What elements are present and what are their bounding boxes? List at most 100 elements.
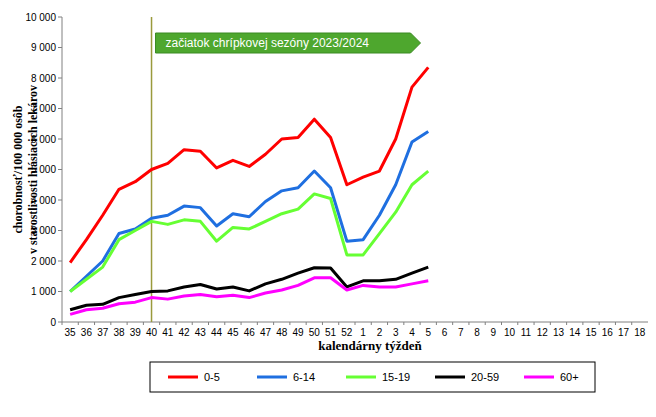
x-tick (485, 322, 486, 325)
x-tick (110, 322, 111, 325)
series-line (70, 171, 428, 291)
y-label-line: v starostlivosti hlásiacich lekárov (26, 85, 40, 254)
x-tick (468, 322, 469, 325)
x-tick (582, 322, 583, 325)
y-tick (58, 139, 62, 140)
x-tick (550, 322, 551, 325)
x-tick (501, 322, 502, 325)
x-tick (338, 322, 339, 325)
x-tick-label: 51 (325, 327, 337, 338)
legend-label: 6-14 (293, 371, 315, 383)
y-tick (58, 17, 62, 18)
legend-swatch (257, 376, 287, 379)
x-tick-label: 16 (602, 327, 614, 338)
x-tick-label: 17 (618, 327, 630, 338)
x-tick-label: 46 (244, 327, 256, 338)
x-tick-label: 42 (179, 327, 191, 338)
series-line (70, 131, 428, 291)
legend-label: 60+ (560, 371, 579, 383)
x-tick (127, 322, 128, 325)
x-tick (257, 322, 258, 325)
x-tick (371, 322, 372, 325)
x-tick (159, 322, 160, 325)
x-tick-label: 12 (537, 327, 549, 338)
x-tick (241, 322, 242, 325)
x-tick (94, 322, 95, 325)
x-tick (534, 322, 535, 325)
x-tick (355, 322, 356, 325)
x-tick (143, 322, 144, 325)
x-tick (387, 322, 388, 325)
x-tick-label: 44 (211, 327, 223, 338)
y-tick (58, 322, 62, 323)
x-tick (452, 322, 453, 325)
x-tick-label: 5 (425, 327, 431, 338)
x-tick-label: 7 (458, 327, 464, 338)
x-tick-label: 11 (521, 327, 532, 338)
x-tick-label: 6 (442, 327, 448, 338)
x-tick-label: 50 (309, 327, 321, 338)
y-tick (58, 200, 62, 201)
y-tick-label: 0 (50, 317, 56, 328)
x-tick (420, 322, 421, 325)
y-label-line: chorobnosť/100 000 osôb (11, 105, 25, 233)
x-tick (306, 322, 307, 325)
y-tick (58, 47, 62, 48)
x-tick (599, 322, 600, 325)
x-tick-label: 9 (491, 327, 497, 338)
y-tick (58, 261, 62, 262)
x-tick-label: 41 (162, 327, 174, 338)
y-tick-label: 9 000 (31, 42, 56, 53)
legend-label: 20-59 (471, 371, 499, 383)
legend-swatch (346, 376, 376, 379)
legend-swatch (168, 376, 198, 379)
y-tick-label: 8 000 (31, 73, 56, 84)
x-tick-label: 15 (585, 327, 597, 338)
x-tick (224, 322, 225, 325)
chart: 01 0002 0003 0004 0005 0006 0007 0008 00… (0, 0, 656, 417)
x-tick-label: 47 (260, 327, 272, 338)
legend-label: 0-5 (204, 371, 220, 383)
y-tick (58, 78, 62, 79)
x-tick-label: 10 (504, 327, 516, 338)
x-tick (78, 322, 79, 325)
x-tick (62, 322, 63, 325)
x-tick-label: 14 (569, 327, 581, 338)
x-tick (322, 322, 323, 325)
x-tick-label: 45 (227, 327, 239, 338)
x-tick (517, 322, 518, 325)
x-tick (192, 322, 193, 325)
x-tick-label: 43 (195, 327, 207, 338)
x-tick (631, 322, 632, 325)
annotation-text: začiatok chrípkovej sezóny 2023/2024 (166, 36, 370, 50)
x-tick-label: 36 (81, 327, 93, 338)
x-tick-label: 4 (409, 327, 415, 338)
x-tick (403, 322, 404, 325)
x-tick-label: 37 (97, 327, 109, 338)
x-tick-label: 13 (553, 327, 565, 338)
y-tick-label: 2 000 (31, 256, 56, 267)
legend-swatch (435, 376, 465, 379)
y-axis (62, 17, 63, 322)
legend-box (150, 362, 595, 392)
x-tick-label: 3 (393, 327, 399, 338)
x-tick-label: 48 (276, 327, 288, 338)
y-tick (58, 108, 62, 109)
x-tick-label: 52 (341, 327, 353, 338)
x-tick (436, 322, 437, 325)
x-tick (566, 322, 567, 325)
y-tick (58, 291, 62, 292)
x-tick-label: 1 (360, 327, 366, 338)
x-tick-label: 49 (292, 327, 304, 338)
x-tick-label: 39 (130, 327, 142, 338)
legend-label: 15-19 (382, 371, 410, 383)
x-tick-label: 2 (377, 327, 383, 338)
x-tick-label: 18 (634, 327, 646, 338)
x-tick-label: 40 (146, 327, 158, 338)
annotation-banner (156, 33, 421, 53)
x-tick-label: 38 (113, 327, 125, 338)
x-tick (175, 322, 176, 325)
x-tick (289, 322, 290, 325)
plot-lines (70, 67, 428, 314)
y-label: chorobnosť/100 000 osôbv starostlivosti … (11, 85, 40, 254)
